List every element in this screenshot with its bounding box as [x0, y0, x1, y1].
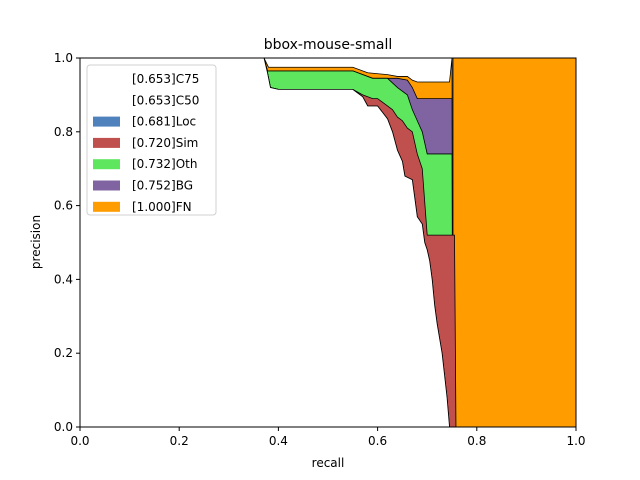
legend-label: [0.653]C50: [132, 93, 199, 107]
legend-label: [0.653]C75: [132, 72, 199, 86]
area-fn-right: [452, 57, 577, 428]
x-axis-label: recall: [312, 456, 345, 470]
x-tick-label: 1.0: [566, 434, 585, 448]
legend-swatch: [93, 116, 120, 127]
legend-swatch: [93, 74, 120, 84]
y-tick-label: 0.6: [54, 199, 73, 213]
legend-label: [0.752]BG: [132, 179, 193, 193]
legend-swatch: [93, 95, 120, 106]
legend: [0.653]C75 [0.653]C50 [0.681]Loc [0.720]Sim…: [86, 64, 217, 216]
y-tick-label: 0.2: [54, 346, 73, 360]
x-tick-label: 0.8: [467, 434, 486, 448]
legend-label: [0.681]Loc: [132, 115, 196, 129]
y-tick-label: 0.0: [54, 420, 73, 434]
y-axis-label: precision: [29, 215, 43, 269]
y-tick-label: 1.0: [54, 51, 73, 65]
x-tick-label: 0.4: [269, 434, 288, 448]
legend-swatch: [93, 137, 120, 148]
plot-frame: [79, 57, 577, 428]
legend-swatch: [93, 201, 120, 212]
legend-swatch: [93, 180, 120, 191]
legend-swatch: [93, 159, 120, 170]
legend-label: [1.000]FN: [132, 200, 192, 214]
y-tick-label: 0.8: [54, 125, 73, 139]
y-tick-label: 0.4: [54, 272, 73, 286]
x-tick-label: 0.0: [70, 434, 89, 448]
x-tick-label: 0.6: [368, 434, 387, 448]
x-tick-label: 0.2: [170, 434, 189, 448]
legend-label: [0.732]Oth: [132, 157, 197, 171]
area-layers: [79, 57, 577, 428]
legend-label: [0.720]Sim: [132, 136, 198, 150]
chart-title: bbox-mouse-small: [264, 37, 393, 53]
axes: 0.0 0.2 0.4 0.6 0.8 1.0 0.0 0.2 0.4 0.6 0.8 1.0: [54, 51, 586, 448]
